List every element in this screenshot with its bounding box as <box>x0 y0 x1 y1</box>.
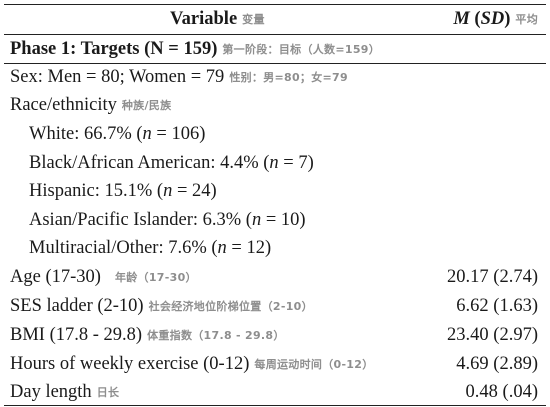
phase-rule <box>4 63 546 64</box>
race-item-asian: Asian/Pacific Islander: 6.3% (n = 10) <box>29 210 306 230</box>
race-label: Race/ethnicity 种族/民族 <box>10 95 172 115</box>
sex-row: Sex: Men = 80; Women = 79 性别：男=80；女=79 <box>0 63 550 91</box>
mean-sd-header: M (SD) 平均 <box>453 9 538 29</box>
variable-header: Variable 变量 <box>170 9 265 29</box>
age-value: 20.17 (2.74) <box>447 267 538 287</box>
race-item-white: White: 66.7% (n = 106) <box>29 124 206 144</box>
exercise-value: 4.69 (2.89) <box>456 354 538 374</box>
top-rule <box>4 4 546 5</box>
ses-value: 6.62 (1.63) <box>456 296 538 316</box>
exercise-row: Hours of weekly exercise (0-12) 每周运动时间（0-… <box>0 350 550 378</box>
header-row: Variable 变量 M (SD) 平均 <box>0 5 550 33</box>
phase-row: Phase 1: Targets (N = 159) 第一阶段：目标（人数=159… <box>0 35 550 63</box>
bmi-row: BMI (17.8 - 29.8) 体重指数（17.8 - 29.8） 23.40… <box>0 321 550 349</box>
race-row: Race/ethnicity 种族/民族 <box>0 91 550 119</box>
day-length-value: 0.48 (.04) <box>465 382 538 402</box>
age-row: Age (17-30) 年龄（17-30） 20.17 (2.74) <box>0 263 550 291</box>
bottom-rule <box>4 405 546 406</box>
ses-row: SES ladder (2-10) 社会经济地位阶梯位置（2-10） 6.62 (… <box>0 292 550 320</box>
bmi-value: 23.40 (2.97) <box>447 325 538 345</box>
sex-label: Sex: Men = 80; Women = 79 性别：男=80；女=79 <box>10 67 348 87</box>
race-item-hispanic: Hispanic: 15.1% (n = 24) <box>29 181 217 201</box>
race-item-multiracial: Multiracial/Other: 7.6% (n = 12) <box>29 238 272 258</box>
day-length-row: Day length 日长 0.48 (.04) <box>0 378 550 406</box>
race-item-black: Black/African American: 4.4% (n = 7) <box>29 153 314 173</box>
phase-label: Phase 1: Targets (N = 159) 第一阶段：目标（人数=159… <box>10 39 381 59</box>
header-rule <box>4 34 546 35</box>
